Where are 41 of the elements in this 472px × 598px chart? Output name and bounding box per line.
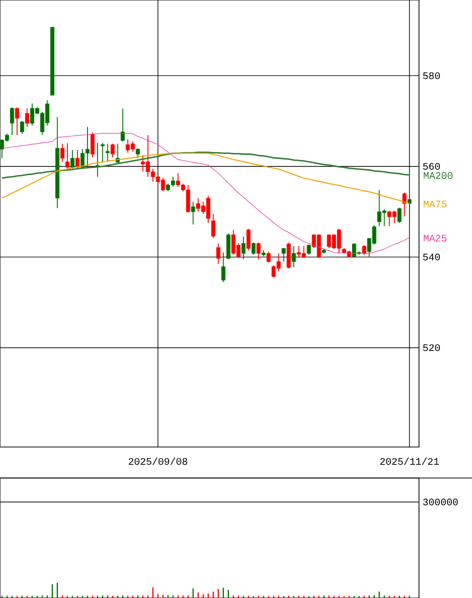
candlestick (10, 106, 14, 136)
candlestick (216, 242, 220, 264)
candlestick (60, 143, 64, 162)
candlestick (306, 244, 311, 256)
candlestick (221, 252, 226, 282)
candlestick (120, 108, 125, 142)
x-tick-label: 2025/11/21 (380, 458, 439, 465)
candlestick (252, 242, 256, 256)
candlestick (25, 108, 30, 128)
candlestick (20, 120, 24, 134)
x-tick-label: 2025/09/08 (128, 458, 188, 465)
y-tick-label: 540 (423, 254, 440, 260)
candlestick (282, 248, 286, 262)
y-tick-label: 300000 (423, 498, 458, 506)
candlestick (100, 142, 105, 164)
candlestick (136, 148, 140, 159)
candlestick (292, 246, 296, 268)
candlestick (241, 236, 246, 260)
candlestick (110, 143, 115, 158)
series-label: MA200 (424, 172, 452, 179)
candlestick (266, 251, 271, 263)
candlestick (256, 242, 261, 260)
candlestick (286, 242, 291, 269)
candlestick (402, 192, 406, 217)
y-tick-label: 580 (423, 72, 440, 80)
candlestick (407, 198, 412, 217)
candlestick (65, 142, 70, 170)
series-label: MA75 (424, 200, 446, 208)
candlestick (70, 150, 74, 170)
candlestick (106, 143, 110, 162)
candlestick (397, 207, 402, 224)
y-tick-label: 560 (423, 162, 440, 170)
y-tick-label: 520 (423, 344, 440, 352)
candlestick (226, 233, 230, 260)
candlestick (211, 214, 216, 238)
candlestick (362, 244, 366, 256)
candlestick (15, 106, 20, 136)
candlestick (90, 132, 95, 158)
series-label: MA25 (424, 234, 446, 242)
candlestick (246, 228, 250, 251)
candlestick (191, 201, 196, 225)
